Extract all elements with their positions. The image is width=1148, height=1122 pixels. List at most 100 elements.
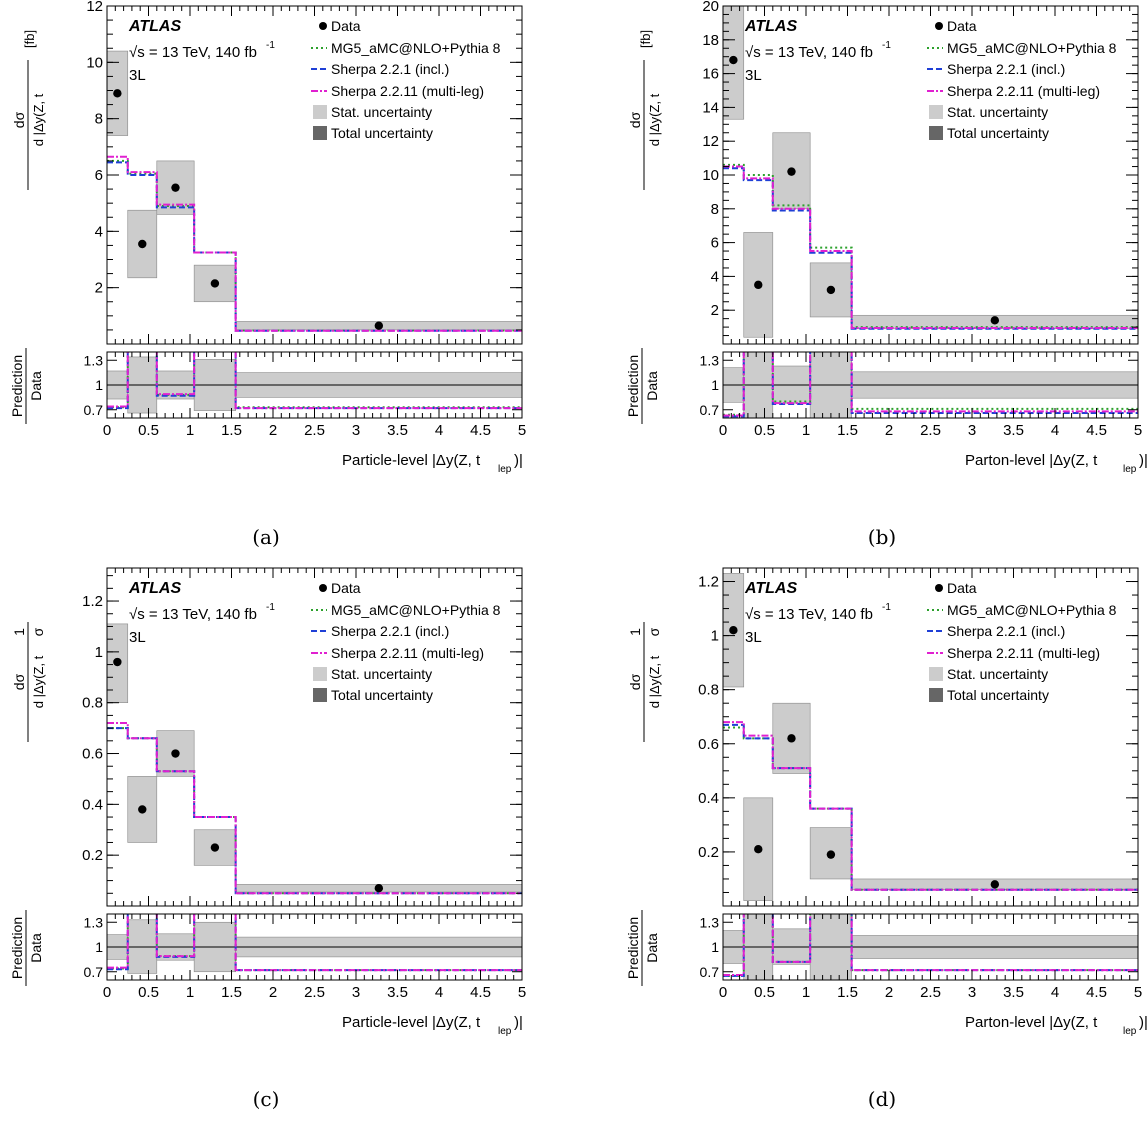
x-tick-label: 4.5 xyxy=(1086,422,1107,439)
y-axis-label: 1 σ dσ d |Δy(Z, t xyxy=(11,622,46,742)
data-point xyxy=(113,89,122,98)
x-axis-label: Particle-level |Δy(Z, t xyxy=(342,452,481,469)
energy-lumi-label: √s = 13 TeV, 140 fb xyxy=(745,606,873,623)
channel-label: 3L xyxy=(129,629,146,646)
y-label-one: 1 xyxy=(627,628,643,636)
y-tick-label: 10 xyxy=(702,167,719,184)
x-axis-label: Parton-level |Δy(Z, t xyxy=(965,1014,1098,1031)
y-tick-label: 6 xyxy=(95,167,103,184)
y-axis-label: 1 σ dσ d |Δy(Z, t xyxy=(627,622,662,742)
x-tick-label: 2 xyxy=(269,422,277,439)
data-point xyxy=(210,843,220,852)
ratio-y-tick-label: 1 xyxy=(711,377,719,393)
ratio-label-top: Prediction xyxy=(9,917,25,979)
y-tick-label: 14 xyxy=(702,99,719,116)
atlas-label: ATLAS xyxy=(128,580,181,597)
y-label-num: dσ xyxy=(627,673,643,690)
legend-data: Data xyxy=(947,580,977,596)
ratio-y-tick-label: 0.7 xyxy=(84,402,104,418)
y-tick-label: 0.2 xyxy=(82,847,103,864)
y-tick-label: 0.2 xyxy=(698,844,719,861)
ratio-ratio_sherpa2211 xyxy=(723,914,1138,977)
y-tick-label: 2 xyxy=(95,280,103,297)
legend-marker xyxy=(313,667,327,681)
uncertainty-box xyxy=(743,797,774,901)
ratio-y-tick-label: 1.3 xyxy=(84,352,104,368)
ratio-plot-area xyxy=(723,352,1138,418)
y-axis-label: dσ d |Δy(Z, t [fb] xyxy=(11,30,46,190)
panel-caption: (c) xyxy=(253,1087,280,1111)
data-point xyxy=(787,734,796,743)
x-tick-label: 4 xyxy=(435,422,443,439)
channel-label: 3L xyxy=(129,67,146,84)
ratio-ratio_sherpa221 xyxy=(107,352,522,410)
legend-sherpa221: Sherpa 2.2.1 (incl.) xyxy=(331,61,449,77)
energy-lumi-label: √s = 13 TeV, 140 fb xyxy=(129,606,257,623)
x-axis-label-tail: )| xyxy=(514,452,523,469)
x-tick-label: 1.5 xyxy=(221,984,242,1001)
y-tick-label: 1.2 xyxy=(698,574,719,591)
data-point xyxy=(787,167,796,176)
legend-sherpa2211: Sherpa 2.2.11 (multi-leg) xyxy=(947,83,1100,99)
ratio-y-label: Prediction Data xyxy=(9,348,44,424)
ratio-ratio_sherpa221 xyxy=(107,914,522,972)
y-tick-label: 8 xyxy=(95,111,103,128)
y-tick-label: 4 xyxy=(711,268,719,285)
panel-caption: (d) xyxy=(868,1087,896,1111)
x-axis-label: Particle-level |Δy(Z, t xyxy=(342,1014,481,1031)
data-point xyxy=(374,884,384,893)
data-point xyxy=(754,280,763,290)
legend-stat: Stat. uncertainty xyxy=(331,104,432,120)
x-tick-label: 3 xyxy=(968,422,976,439)
x-tick-label: 0 xyxy=(719,984,727,1001)
ratio-label-top: Prediction xyxy=(625,917,641,979)
main-plot-area xyxy=(723,573,1138,901)
ratio-y-label: Prediction Data xyxy=(9,910,44,986)
x-tick-label: 2 xyxy=(885,984,893,1001)
y-label-sigma: σ xyxy=(30,627,46,636)
x-tick-label: 0 xyxy=(719,422,727,439)
x-tick-label: 3.5 xyxy=(1003,984,1024,1001)
x-tick-label: 4.5 xyxy=(1086,984,1107,1001)
legend-stat: Stat. uncertainty xyxy=(947,666,1048,682)
ratio-y-tick-label: 0.7 xyxy=(84,964,104,980)
legend-marker xyxy=(929,667,943,681)
x-tick-label: 3 xyxy=(352,422,360,439)
x-tick-label: 0.5 xyxy=(138,984,159,1001)
series-sherpa2211 xyxy=(107,722,522,895)
x-tick-label: 2.5 xyxy=(920,984,941,1001)
x-tick-label: 0 xyxy=(103,984,111,1001)
y-tick-label: 20 xyxy=(702,0,719,15)
data-point xyxy=(171,749,180,758)
y-label-num: dσ xyxy=(627,111,643,128)
x-tick-label: 1 xyxy=(802,984,810,1001)
y-tick-label: 0.4 xyxy=(698,790,719,807)
x-tick-label: 2 xyxy=(885,422,893,439)
legend-mg5: MG5_aMC@NLO+Pythia 8 xyxy=(947,602,1117,618)
y-tick-label: 10 xyxy=(86,54,103,71)
legend-marker xyxy=(313,688,327,702)
legend-sherpa2211: Sherpa 2.2.11 (multi-leg) xyxy=(331,645,484,661)
ratio-label-top: Prediction xyxy=(9,355,25,417)
legend-sherpa221: Sherpa 2.2.1 (incl.) xyxy=(947,61,1065,77)
y-tick-label: 1 xyxy=(711,628,719,645)
y-tick-label: 0.8 xyxy=(698,682,719,699)
energy-lumi-label: √s = 13 TeV, 140 fb xyxy=(745,44,873,61)
series-sherpa221 xyxy=(723,167,1138,330)
y-label-den: d |Δy(Z, t xyxy=(31,93,46,146)
legend-sherpa221: Sherpa 2.2.1 (incl.) xyxy=(331,623,449,639)
x-axis-label-tail: )| xyxy=(1139,1014,1148,1031)
legend-mg5: MG5_aMC@NLO+Pythia 8 xyxy=(947,40,1117,56)
x-axis-label-sub: lep xyxy=(498,1026,512,1037)
data-point xyxy=(990,316,1000,325)
legend-sherpa221: Sherpa 2.2.1 (incl.) xyxy=(947,623,1065,639)
main-plot-area xyxy=(107,623,522,895)
y-label-den: d |Δy(Z, t xyxy=(31,655,46,708)
data-point xyxy=(210,279,220,288)
x-tick-label: 4.5 xyxy=(470,984,491,1001)
y-label-den: d |Δy(Z, t xyxy=(647,655,662,708)
data-point xyxy=(113,657,122,667)
